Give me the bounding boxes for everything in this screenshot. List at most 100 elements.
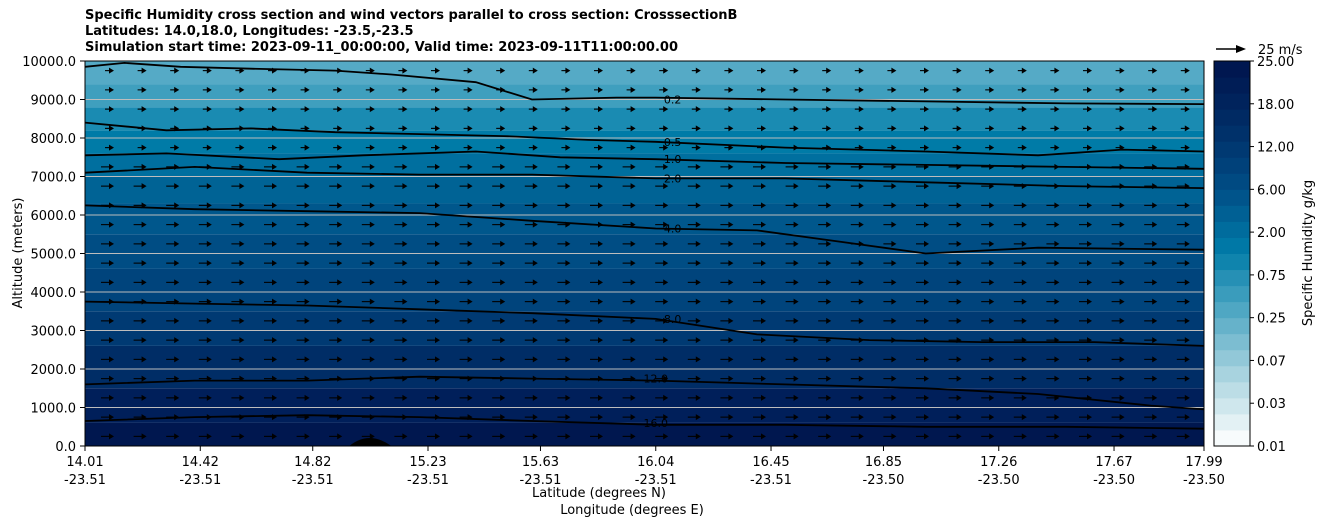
vector-scale-arrowhead: [1236, 45, 1246, 53]
wind-vector-head: [1184, 317, 1190, 324]
chart-title-line-3: Simulation start time: 2023-09-11_00:00:…: [85, 40, 678, 55]
wind-vector-head: [826, 183, 832, 190]
wind-vector-head: [826, 414, 832, 421]
wind-vector-head: [369, 86, 375, 93]
wind-vector-head: [272, 183, 277, 190]
wind-vector-head: [695, 433, 701, 440]
wind-vector-head: [1184, 67, 1190, 74]
wind-vector-head: [1021, 433, 1027, 440]
wind-vector-head: [1184, 279, 1190, 286]
wind-vector-head: [891, 106, 897, 113]
wind-vector-head: [467, 221, 473, 228]
wind-vector-head: [663, 163, 669, 170]
colorbar-segment: [1214, 93, 1250, 110]
wind-vector-head: [435, 221, 440, 228]
wind-vector-head: [924, 144, 929, 151]
wind-vector-head: [1021, 260, 1027, 267]
wind-vector-head: [761, 260, 766, 267]
wind-vector-head: [826, 202, 832, 209]
wind-vector-head: [598, 317, 603, 324]
wind-vector-head: [467, 240, 473, 247]
wind-vector-head: [500, 414, 506, 421]
wind-vector-head: [272, 163, 277, 170]
wind-vector-head: [1021, 106, 1027, 113]
wind-vector-head: [1152, 298, 1158, 305]
wind-vector-head: [1152, 375, 1158, 382]
colorbar-tick-label: 12.00: [1257, 141, 1294, 156]
wind-vector-head: [141, 356, 147, 363]
wind-vector-head: [141, 221, 147, 228]
wind-vector-head: [435, 163, 440, 170]
wind-vector-head: [174, 375, 180, 382]
wind-vector-head: [793, 183, 799, 190]
wind-vector-head: [435, 86, 440, 93]
wind-vector-head: [663, 433, 669, 440]
wind-vector-head: [1021, 317, 1027, 324]
wind-vector-head: [630, 202, 636, 209]
wind-vector-head: [989, 260, 995, 267]
wind-vector-head: [500, 183, 506, 190]
wind-vector-head: [467, 144, 473, 151]
wind-vector-head: [891, 125, 897, 132]
wind-vector-head: [1184, 298, 1190, 305]
x-tick-label-lon: -23.50: [1093, 473, 1135, 488]
vector-scale-label: 25 m/s: [1258, 43, 1303, 58]
wind-vector-head: [663, 125, 669, 132]
wind-vector-head: [304, 356, 310, 363]
wind-vector-head: [989, 86, 995, 93]
wind-vector-head: [532, 337, 538, 344]
wind-vector-head: [500, 106, 506, 113]
wind-vector-head: [565, 183, 571, 190]
wind-vector-head: [337, 163, 343, 170]
wind-vector-head: [728, 144, 734, 151]
wind-vector-head: [565, 356, 571, 363]
wind-vector-head: [141, 375, 147, 382]
colorbar-segment: [1214, 397, 1250, 415]
wind-vector-head: [109, 106, 114, 113]
wind-vector-head: [1021, 414, 1027, 421]
wind-vector-head: [500, 394, 506, 401]
wind-vector-head: [761, 356, 766, 363]
wind-vector-head: [924, 183, 929, 190]
wind-vector-head: [272, 279, 277, 286]
wind-vector-head: [956, 433, 962, 440]
wind-vector-head: [956, 144, 962, 151]
wind-vector-head: [630, 125, 636, 132]
contour-line-2.0: [85, 165, 1204, 189]
colorbar-segment: [1214, 349, 1250, 367]
wind-vector-head: [304, 221, 310, 228]
wind-vector-head: [1152, 317, 1158, 324]
wind-vector-head: [663, 86, 669, 93]
wind-vector-head: [532, 202, 538, 209]
wind-vector-head: [337, 221, 343, 228]
wind-vector-head: [435, 337, 440, 344]
wind-vector-head: [402, 240, 408, 247]
wind-vector-head: [272, 394, 277, 401]
wind-vector-head: [989, 144, 995, 151]
wind-vector-head: [761, 240, 766, 247]
colorbar-tick-label: 0.03: [1257, 397, 1286, 412]
wind-vector-head: [728, 414, 734, 421]
wind-vector-head: [663, 337, 669, 344]
wind-vector-head: [793, 67, 799, 74]
wind-vector-head: [663, 356, 669, 363]
wind-vector-head: [761, 163, 766, 170]
wind-vector-head: [989, 106, 995, 113]
wind-vector-head: [532, 221, 538, 228]
wind-vector-head: [1119, 67, 1125, 74]
wind-vector-head: [239, 106, 245, 113]
wind-vector-head: [793, 356, 799, 363]
wind-vector-head: [630, 414, 636, 421]
wind-vector-head: [565, 337, 571, 344]
y-tick-label: 10000.0: [22, 55, 76, 70]
wind-vector-head: [956, 394, 962, 401]
humidity-band: [85, 153, 1204, 177]
y-tick-label: 7000.0: [31, 171, 77, 186]
wind-vector-head: [1152, 337, 1158, 344]
wind-vector-head: [532, 260, 538, 267]
wind-vector-head: [663, 240, 669, 247]
wind-vector-head: [141, 394, 147, 401]
wind-vector-head: [369, 144, 375, 151]
wind-vector-head: [1021, 86, 1027, 93]
wind-vector-head: [109, 260, 114, 267]
